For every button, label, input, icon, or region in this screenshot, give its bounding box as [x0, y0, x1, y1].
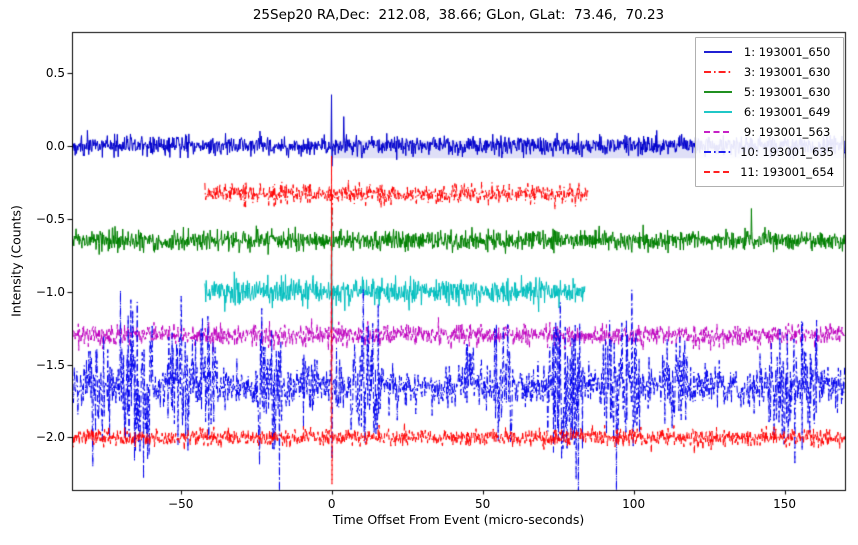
legend-item: 11: 193001_654: [703, 162, 834, 182]
y-tick-label: 0.5: [45, 65, 65, 80]
legend-line-sample: [704, 151, 733, 153]
y-tick-label: −2.0: [35, 430, 65, 445]
legend-line-sample: [704, 51, 733, 53]
legend-label: 11: 193001_654: [740, 165, 834, 179]
legend-item: 5: 193001_630: [703, 82, 834, 102]
x-tick-label: 50: [475, 497, 491, 511]
legend-line-sample: [704, 171, 733, 173]
y-tick-label: −1.0: [35, 284, 65, 299]
legend-item: 3: 193001_630: [703, 62, 834, 82]
y-tick-label: −1.5: [35, 357, 65, 372]
y-tick-label: 0.0: [45, 138, 65, 153]
legend-item: 10: 193001_635: [703, 142, 834, 162]
legend-label: 9: 193001_563: [740, 125, 831, 139]
y-axis-label: Intensity (Counts): [8, 205, 24, 317]
x-tick-label: 0: [327, 497, 336, 511]
legend-line-sample: [704, 91, 733, 93]
x-axis-label: Time Offset From Event (micro-seconds): [332, 512, 585, 527]
legend-item: 1: 193001_650: [703, 42, 834, 62]
legend-label: 1: 193001_650: [740, 45, 831, 59]
x-tick-label: −50: [168, 497, 194, 511]
chart-title: 25Sep20 RA,Dec: 212.08, 38.66; GLon, GLa…: [252, 7, 665, 23]
x-tick-label: 150: [773, 497, 797, 511]
legend-line-sample: [704, 71, 733, 73]
legend-label: 10: 193001_635: [740, 145, 834, 159]
legend-item: 6: 193001_649: [703, 102, 834, 122]
legend: 1: 193001_650 3: 193001_630 5: 193001_63…: [695, 37, 844, 187]
x-tick-label: 100: [622, 497, 646, 511]
legend-line-sample: [704, 131, 733, 133]
y-tick-label: −0.5: [35, 211, 65, 226]
legend-label: 3: 193001_630: [740, 65, 831, 79]
legend-line-sample: [704, 111, 733, 113]
legend-label: 6: 193001_649: [740, 105, 831, 119]
legend-item: 9: 193001_563: [703, 122, 834, 142]
legend-label: 5: 193001_630: [740, 85, 831, 99]
